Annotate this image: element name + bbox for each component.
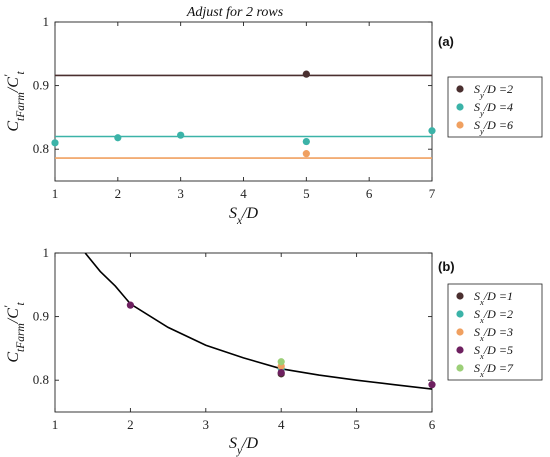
data-point-series-2 bbox=[51, 139, 59, 147]
panel-label-b: (b) bbox=[438, 259, 455, 274]
data-point-series-3 bbox=[302, 150, 310, 158]
data-point-series-4 bbox=[126, 301, 134, 309]
y-tick-label: 1 bbox=[43, 14, 50, 29]
legend-label: Sx/D =3 bbox=[474, 325, 513, 343]
x-axis-label: Sy/D bbox=[229, 435, 259, 457]
x-tick-label: 7 bbox=[429, 186, 436, 201]
data-point-series-2 bbox=[114, 134, 122, 142]
data-point-series-5 bbox=[277, 358, 285, 366]
legend-label: Sy/D =4 bbox=[474, 100, 513, 118]
axes-box bbox=[54, 252, 433, 413]
axes-box bbox=[54, 21, 433, 182]
x-tick-label: 6 bbox=[429, 417, 436, 432]
x-tick-label: 3 bbox=[177, 186, 184, 201]
legend-label: Sx/D =1 bbox=[474, 289, 513, 307]
fit-curve bbox=[84, 253, 432, 390]
x-tick-label: 4 bbox=[240, 186, 247, 201]
y-tick-label: 0.9 bbox=[33, 309, 49, 324]
legend-marker bbox=[456, 103, 464, 111]
data-point-series-2 bbox=[302, 137, 310, 146]
legend-label: Sy/D =2 bbox=[474, 82, 513, 100]
legend-box bbox=[447, 283, 543, 381]
x-tick-label: 2 bbox=[115, 186, 122, 201]
y-tick-label: 1 bbox=[43, 245, 50, 260]
data-point-series-1 bbox=[302, 70, 310, 78]
x-tick-label: 5 bbox=[303, 186, 310, 201]
legend-label: Sx/D =7 bbox=[474, 361, 514, 379]
legend-label: Sx/D =5 bbox=[474, 343, 513, 361]
legend-marker bbox=[456, 310, 464, 318]
y-tick-label: 0.8 bbox=[33, 141, 49, 156]
x-tick-label: 6 bbox=[366, 186, 373, 201]
y-axis-label: CtFarm/C′t bbox=[3, 71, 27, 132]
chart-title: Adjust for 2 rows bbox=[186, 5, 284, 20]
x-tick-label: 1 bbox=[52, 417, 59, 432]
data-point-series-2 bbox=[177, 131, 185, 139]
x-tick-label: 4 bbox=[278, 417, 285, 432]
panel-label-a: (a) bbox=[438, 34, 454, 49]
legend-label: Sy/D =6 bbox=[474, 118, 513, 136]
data-point-series-4 bbox=[428, 381, 436, 389]
x-axis-label: Sx/D bbox=[229, 205, 259, 227]
data-point-series-4 bbox=[277, 368, 285, 377]
legend-marker bbox=[456, 121, 464, 129]
legend-marker bbox=[456, 364, 464, 372]
legend-marker bbox=[456, 292, 464, 300]
legend-marker bbox=[456, 328, 464, 336]
x-tick-label: 1 bbox=[52, 186, 59, 201]
x-tick-label: 5 bbox=[353, 417, 360, 432]
legend-box bbox=[447, 76, 543, 138]
y-axis-label: CtFarm/C′t bbox=[3, 302, 27, 363]
legend-label: Sx/D =2 bbox=[474, 307, 513, 325]
x-tick-label: 3 bbox=[203, 417, 210, 432]
y-tick-label: 0.8 bbox=[33, 372, 49, 387]
x-tick-label: 2 bbox=[127, 417, 134, 432]
y-tick-label: 0.9 bbox=[33, 78, 49, 93]
legend-marker bbox=[456, 85, 464, 93]
data-point-series-2 bbox=[428, 127, 436, 135]
legend-marker bbox=[456, 346, 464, 354]
